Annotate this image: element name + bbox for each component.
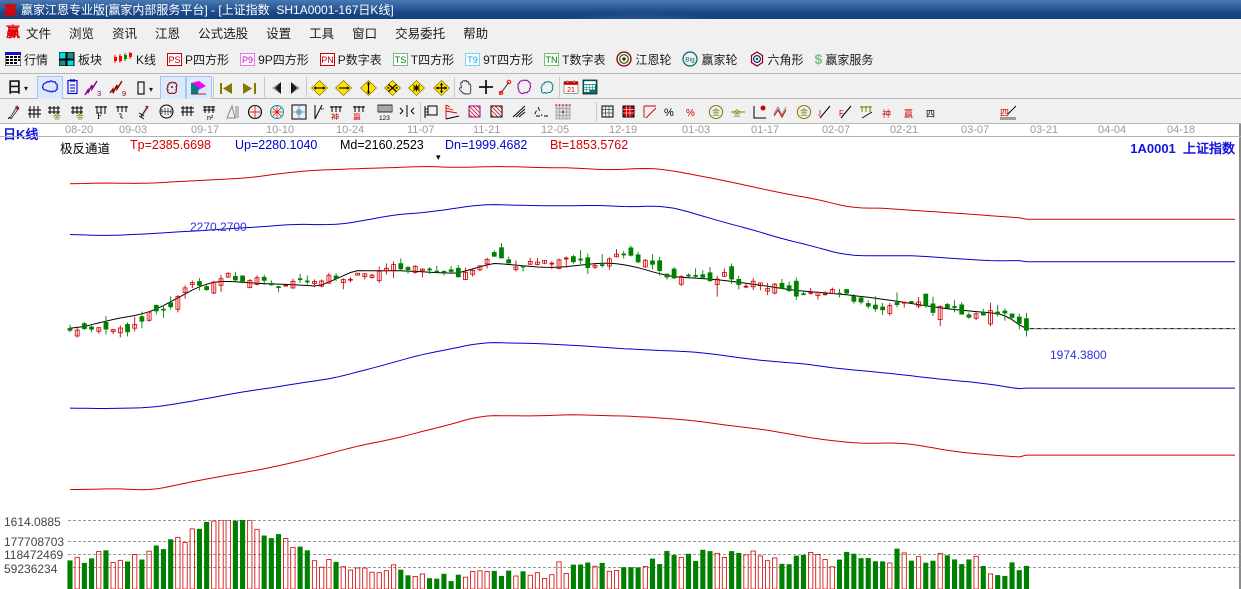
svg-text:n²: n² — [207, 115, 214, 120]
svg-text:金: 金 — [800, 107, 808, 117]
svg-text:": " — [321, 107, 324, 116]
svg-text:T9: T9 — [467, 55, 478, 65]
svg-text:金: 金 — [733, 108, 741, 118]
svg-text:F: F — [839, 109, 844, 118]
svg-text:P9: P9 — [242, 55, 253, 65]
svg-text:金: 金 — [712, 107, 720, 117]
svg-text:金: 金 — [76, 112, 84, 120]
svg-text:21: 21 — [567, 87, 575, 94]
svg-text:Big: Big — [686, 57, 696, 64]
svg-text:9: 9 — [122, 89, 126, 96]
svg-text:四: 四 — [926, 109, 935, 119]
svg-text:金: 金 — [53, 112, 61, 120]
svg-text:PN: PN — [321, 55, 334, 65]
svg-text:赢: 赢 — [353, 112, 361, 120]
svg-text:123: 123 — [379, 115, 390, 120]
svg-text:四: 四 — [1000, 108, 1009, 118]
svg-text:TN: TN — [546, 55, 558, 65]
svg-text:3: 3 — [97, 89, 101, 96]
svg-text:PS: PS — [169, 55, 181, 65]
svg-text:J: J — [818, 109, 821, 118]
svg-text:%: % — [686, 108, 695, 116]
svg-text:%: % — [664, 107, 674, 116]
svg-text:神: 神 — [331, 112, 339, 120]
svg-text:F: F — [97, 111, 102, 120]
svg-text:TS: TS — [395, 55, 407, 65]
svg-text:祌: 祌 — [882, 108, 891, 119]
svg-text:赢: 赢 — [904, 108, 913, 119]
